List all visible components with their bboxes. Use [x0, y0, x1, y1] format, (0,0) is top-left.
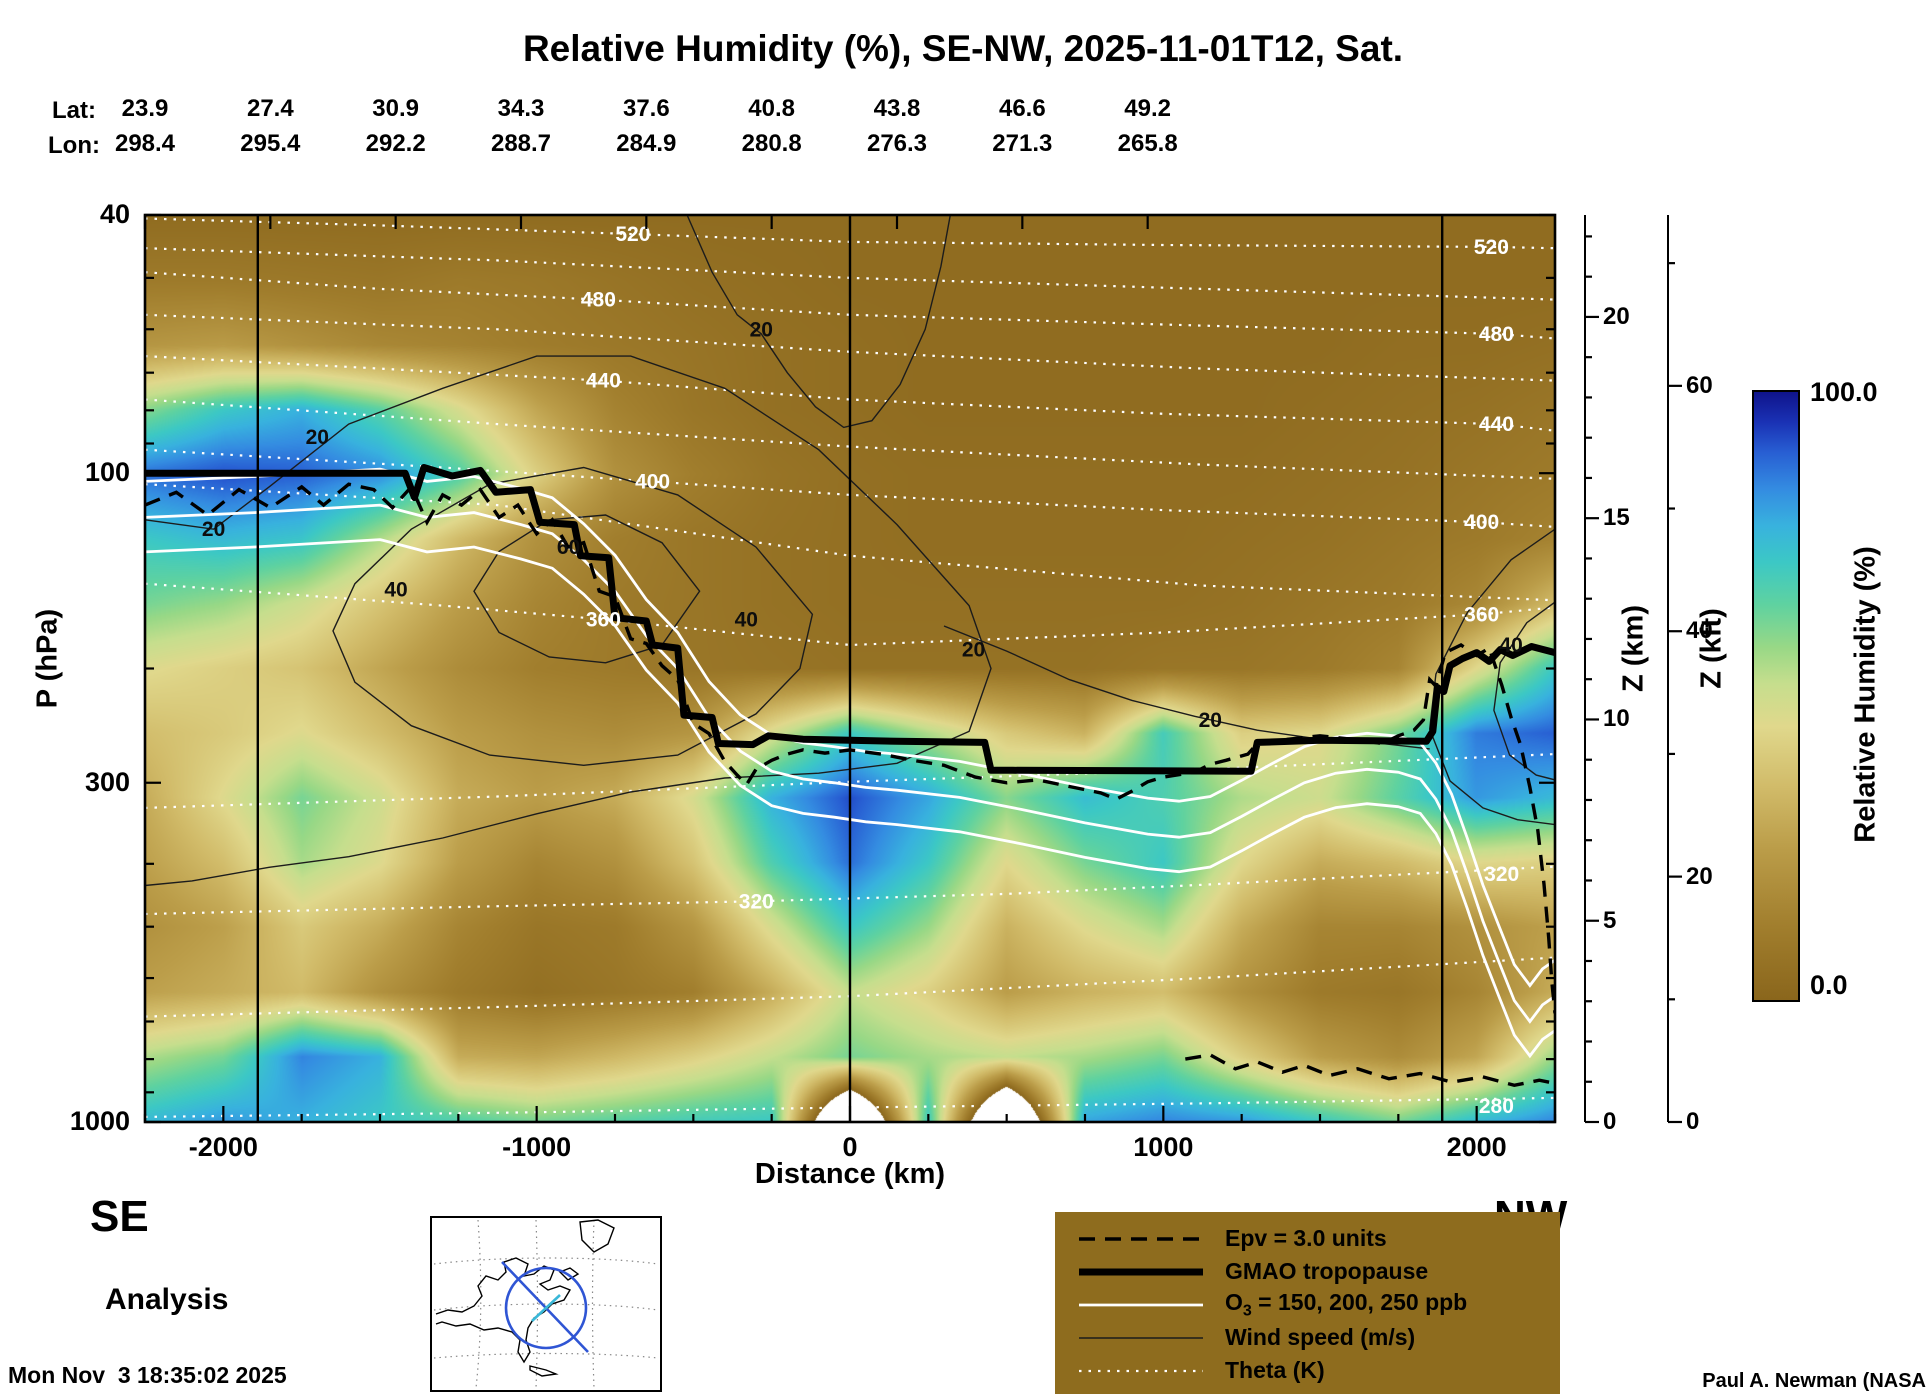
rh-field-canvas	[145, 215, 1555, 1122]
lon-tick-label: 276.3	[866, 130, 928, 157]
map-range-circle	[504, 1266, 588, 1350]
distance-tick-label: 1000	[1133, 1132, 1194, 1162]
lon-tick-label: 295.4	[240, 130, 301, 157]
pressure-tick-label: 40	[99, 199, 130, 229]
z-km-tick-label: 5	[1603, 906, 1617, 934]
z-km-tick-label: 20	[1603, 302, 1630, 330]
credit: Paul A. Newman (NASA	[1702, 1370, 1926, 1392]
distance-tick-label: 0	[842, 1132, 858, 1162]
tropopause-line-sample	[1079, 1268, 1203, 1275]
lon-tick-label: 271.3	[992, 130, 1053, 157]
legend-label-epv: Epv = 3.0 units	[1225, 1225, 1387, 1251]
colorbar-max-label: 100.0	[1810, 377, 1878, 407]
legend-item-epv: Epv = 3.0 units	[1077, 1222, 1560, 1255]
wind-line-sample	[1079, 1336, 1203, 1339]
z-kft-axis-title: Z (kft)	[1695, 608, 1728, 689]
epv-line-sample	[1079, 1236, 1203, 1241]
ozone-line-sample	[1079, 1303, 1203, 1306]
lat-tick-label: 40.8	[748, 95, 796, 122]
colorbar-title: Relative Humidity (%)	[1849, 546, 1882, 843]
pressure-axis-title: P (hPa)	[31, 608, 64, 709]
z-kft-tick-label: 60	[1686, 371, 1713, 399]
legend-item-wind: Wind speed (m/s)	[1077, 1321, 1560, 1354]
lon-tick-label: 288.7	[490, 130, 552, 157]
theta-line-sample	[1079, 1369, 1203, 1372]
legend-item-tropopause: GMAO tropopause	[1077, 1255, 1560, 1288]
pressure-tick-label: 100	[84, 457, 130, 488]
inset-map	[430, 1216, 662, 1392]
lat-tick-label: 30.9	[372, 95, 420, 122]
map-cuba	[529, 1365, 559, 1377]
distance-tick-label: -2000	[188, 1132, 258, 1162]
legend-item-theta: Theta (K)	[1077, 1354, 1560, 1387]
distance-tick-label: -1000	[502, 1132, 572, 1162]
colorbar-gradient	[1752, 390, 1800, 1002]
legend-label-ozone: O3 = 150, 200, 250 ppb	[1225, 1288, 1468, 1320]
legend-label-theta: Theta (K)	[1225, 1357, 1325, 1383]
inset-map-svg	[433, 1219, 659, 1389]
legend: Epv = 3.0 units GMAO tropopause O3 = 150…	[1055, 1212, 1560, 1394]
lat-tick-label: 49.2	[1124, 95, 1172, 122]
chart-title: Relative Humidity (%), SE-NW, 2025-11-01…	[522, 28, 1404, 69]
legend-label-wind: Wind speed (m/s)	[1225, 1324, 1416, 1350]
legend-item-ozone: O3 = 150, 200, 250 ppb	[1077, 1288, 1560, 1321]
lat-axis-prefix: Lat:	[52, 97, 96, 124]
lon-tick-label: 265.8	[1117, 130, 1178, 157]
lat-tick-label: 46.6	[998, 95, 1046, 122]
lat-tick-label: 43.8	[873, 95, 921, 122]
colorbar-min-label: 0.0	[1810, 970, 1848, 1000]
lat-tick-label: 23.9	[121, 95, 169, 122]
pressure-tick-label: 1000	[69, 1106, 130, 1136]
lon-tick-label: 292.2	[365, 130, 426, 157]
lon-tick-label: 284.9	[616, 130, 677, 157]
pressure-tick-label: 300	[84, 766, 130, 797]
map-coastline	[435, 1257, 572, 1364]
z-kft-tick-label: 0	[1686, 1108, 1700, 1135]
map-greenland	[579, 1219, 615, 1253]
lon-tick-label: 298.4	[114, 130, 176, 157]
lat-tick-label: 34.3	[497, 95, 545, 122]
analysis-label: Analysis	[105, 1283, 229, 1316]
lat-tick-label: 37.6	[622, 95, 670, 122]
map-transect-line	[501, 1261, 589, 1353]
distance-axis-title: Distance (km)	[754, 1158, 946, 1190]
map-graticule	[433, 1219, 659, 1389]
se-endpoint-label: SE	[90, 1192, 149, 1241]
lon-axis-prefix: Lon:	[48, 132, 100, 159]
distance-tick-label: 2000	[1446, 1132, 1507, 1162]
lat-tick-label: 27.4	[246, 95, 294, 122]
z-km-tick-label: 15	[1603, 504, 1630, 532]
map-island	[558, 1267, 580, 1281]
legend-label-tropopause: GMAO tropopause	[1225, 1258, 1429, 1284]
z-km-tick-label: 10	[1603, 705, 1630, 733]
timestamp: Mon Nov 3 18:35:02 2025	[8, 1362, 287, 1388]
z-kft-tick-label: 20	[1686, 862, 1713, 890]
z-km-tick-label: 0	[1603, 1108, 1617, 1135]
map-center-cross	[531, 1294, 561, 1322]
z-kft-tick-label: 40	[1686, 617, 1713, 645]
lon-tick-label: 280.8	[741, 130, 802, 157]
